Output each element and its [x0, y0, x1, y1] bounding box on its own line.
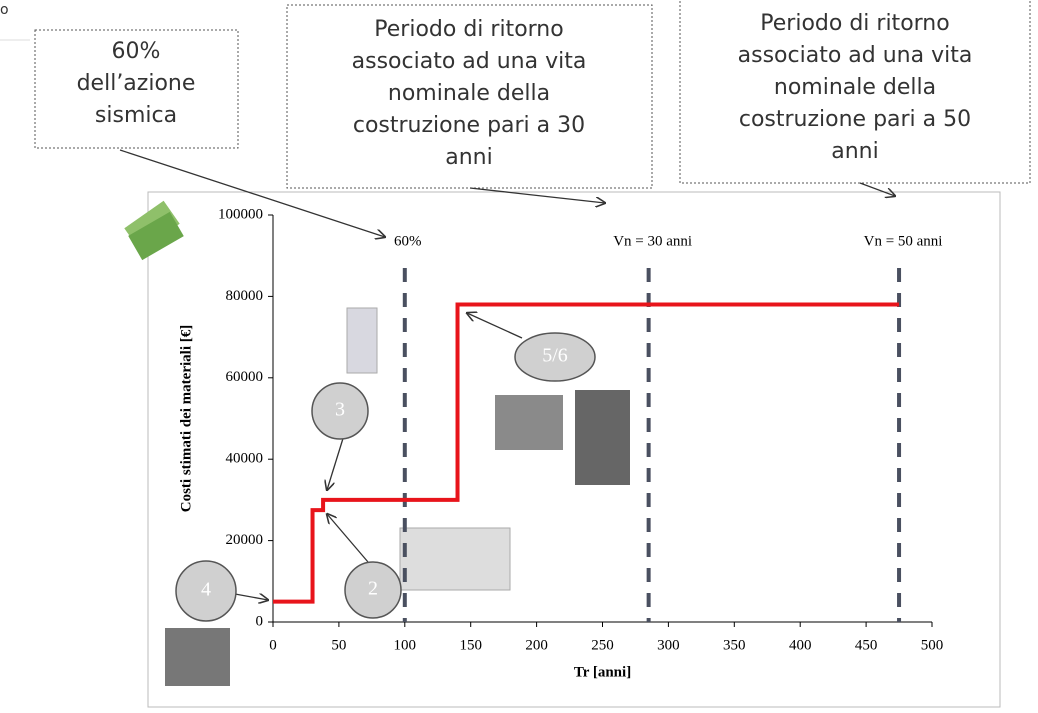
x-tick-label: 50: [331, 637, 346, 653]
y-axis-label: Costi stimati dei materiali [€]: [178, 325, 194, 512]
x-tick-label: 200: [525, 637, 548, 653]
y-tick-label: 80000: [226, 288, 264, 304]
arrow: [119, 149, 385, 237]
reference-label: 60%: [394, 233, 422, 249]
y-tick-label: 60000: [226, 369, 264, 385]
x-tick-label: 350: [723, 637, 746, 653]
callout-text: nominale della: [388, 81, 550, 106]
callout-text: Periodo di ritorno: [374, 17, 563, 42]
bubble-label: 2: [368, 578, 378, 600]
photo: [346, 307, 378, 374]
bubble-label: 5/6: [542, 345, 568, 367]
photo: [575, 390, 630, 485]
callout-text: dell’azione: [77, 71, 196, 96]
arrow: [859, 182, 895, 196]
arrow: [327, 431, 346, 490]
line: [273, 302, 900, 604]
photo: [399, 527, 511, 591]
x-tick-label: 400: [789, 637, 812, 653]
callout-text: anni: [445, 145, 492, 170]
callout-text: sismica: [95, 103, 177, 128]
x-tick-label: 100: [394, 637, 417, 653]
photo: [165, 628, 230, 686]
arrow: [467, 313, 523, 339]
x-tick-label: 0: [269, 637, 277, 653]
x-tick-label: 500: [921, 637, 944, 653]
money-icon: [124, 200, 184, 261]
y-tick-label: 40000: [226, 451, 264, 467]
bubble: [344, 561, 402, 619]
callout-box: [286, 4, 653, 189]
x-tick-label: 300: [657, 637, 680, 653]
y-tick-label: 0: [256, 613, 264, 629]
callout-box: [679, 0, 1031, 184]
x-axis-label: Tr [anni]: [574, 664, 631, 680]
bubble-label: 4: [201, 579, 211, 601]
side-text: o: [0, 2, 9, 18]
callout-text: associato ad una vita: [738, 43, 973, 68]
arrow: [469, 187, 605, 203]
callout-text: associato ad una vita: [352, 49, 587, 74]
callout-box: [34, 29, 239, 149]
arrow: [327, 514, 369, 563]
callout-text: 60%: [112, 39, 161, 64]
bubble: [514, 332, 596, 382]
callout-text: costruzione pari a 30: [353, 113, 585, 138]
x-tick-label: 150: [459, 637, 482, 653]
y-tick-label: 20000: [226, 532, 264, 548]
callout-text: nominale della: [774, 75, 936, 100]
callout-text: anni: [831, 139, 878, 164]
chart-frame: [147, 191, 1001, 708]
bubble-label: 3: [335, 399, 345, 421]
bubble: [311, 382, 369, 440]
reference-label: Vn = 50 anni: [864, 233, 943, 249]
reference-label: Vn = 30 anni: [613, 233, 692, 249]
callout-text: Periodo di ritorno: [760, 11, 949, 36]
y-tick-label: 100000: [218, 206, 263, 222]
arrow: [234, 594, 268, 600]
x-tick-label: 450: [855, 637, 878, 653]
photo: [495, 395, 563, 450]
bubble: [175, 560, 237, 622]
callout-text: costruzione pari a 50: [739, 107, 971, 132]
x-tick-label: 250: [591, 637, 614, 653]
